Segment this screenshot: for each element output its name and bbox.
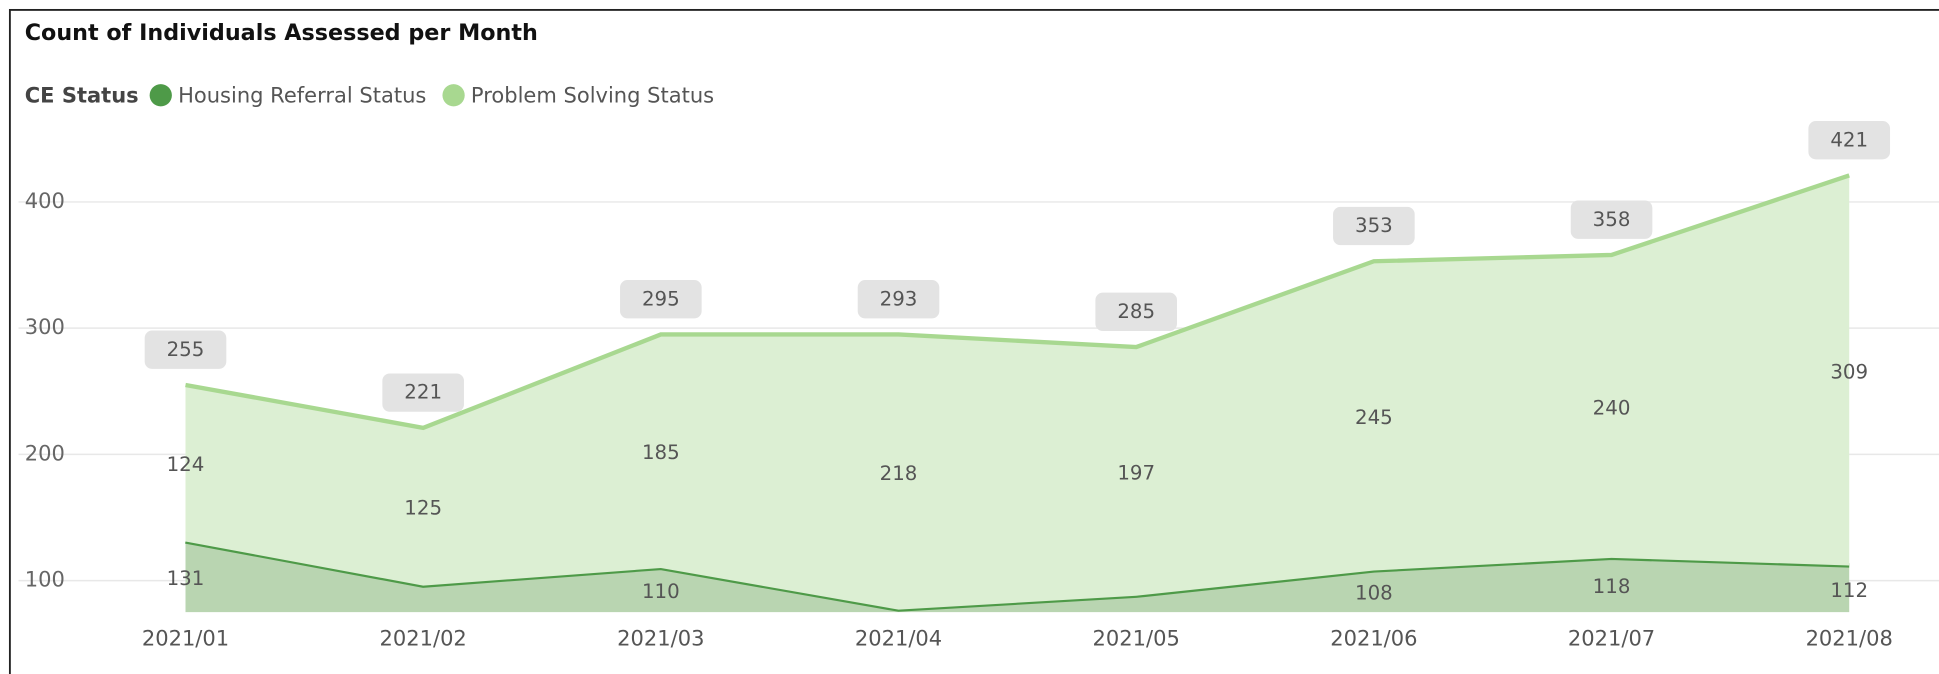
- data-label: 124: [167, 453, 205, 476]
- data-label: 218: [880, 462, 918, 485]
- x-tick-label: 2021/06: [1330, 625, 1417, 650]
- total-label: 358: [1593, 208, 1631, 231]
- x-tick-label: 2021/01: [142, 625, 229, 650]
- total-label-box: [620, 280, 702, 319]
- x-tick-label: 2021/02: [380, 625, 467, 650]
- data-label: 125: [404, 497, 442, 520]
- total-label: 353: [1355, 214, 1393, 237]
- x-tick-label: 2021/07: [1568, 625, 1655, 650]
- legend-title: CE Status: [25, 82, 139, 107]
- y-tick-label: 200: [25, 440, 65, 465]
- legend-label: Housing Referral Status: [178, 82, 426, 107]
- data-label: 309: [1830, 360, 1868, 383]
- total-label-box: [1333, 206, 1415, 246]
- total-label: 421: [1830, 128, 1868, 151]
- total-label-box: [382, 373, 464, 412]
- y-tick-label: 400: [25, 188, 65, 213]
- data-label: 131: [167, 567, 205, 590]
- legend-swatch: [442, 84, 465, 107]
- x-tick-label: 2021/03: [617, 625, 704, 650]
- data-label: 240: [1593, 396, 1631, 419]
- area: [185, 175, 1850, 610]
- total-label: 285: [1117, 300, 1155, 323]
- data-label: 118: [1593, 575, 1631, 598]
- total-label: 295: [642, 287, 680, 310]
- total-label: 293: [880, 287, 918, 310]
- legend-swatch: [149, 84, 172, 107]
- data-label: 112: [1830, 579, 1868, 602]
- legend-label: Problem Solving Status: [471, 82, 714, 107]
- total-label-box: [857, 280, 940, 319]
- total-label-box: [1808, 121, 1891, 160]
- data-label: 110: [642, 580, 680, 603]
- x-tick-label: 2021/08: [1806, 625, 1893, 650]
- total-label-box: [1570, 200, 1653, 239]
- y-tick-label: 300: [25, 314, 65, 339]
- data-label: 245: [1355, 406, 1393, 429]
- x-tick-label: 2021/04: [855, 625, 942, 650]
- x-tick-label: 2021/05: [1093, 625, 1180, 650]
- data-label: 185: [642, 441, 680, 464]
- data-label: 108: [1355, 581, 1393, 604]
- total-label-box: [1095, 292, 1178, 332]
- total-label: 221: [404, 381, 442, 404]
- area: [185, 541, 1850, 613]
- line: [185, 173, 1850, 431]
- total-label-box: [144, 330, 227, 369]
- total-label: 255: [167, 338, 205, 361]
- y-tick-label: 100: [25, 567, 65, 592]
- data-label: 197: [1117, 461, 1155, 484]
- chart-title: Count of Individuals Assessed per Month: [25, 20, 538, 46]
